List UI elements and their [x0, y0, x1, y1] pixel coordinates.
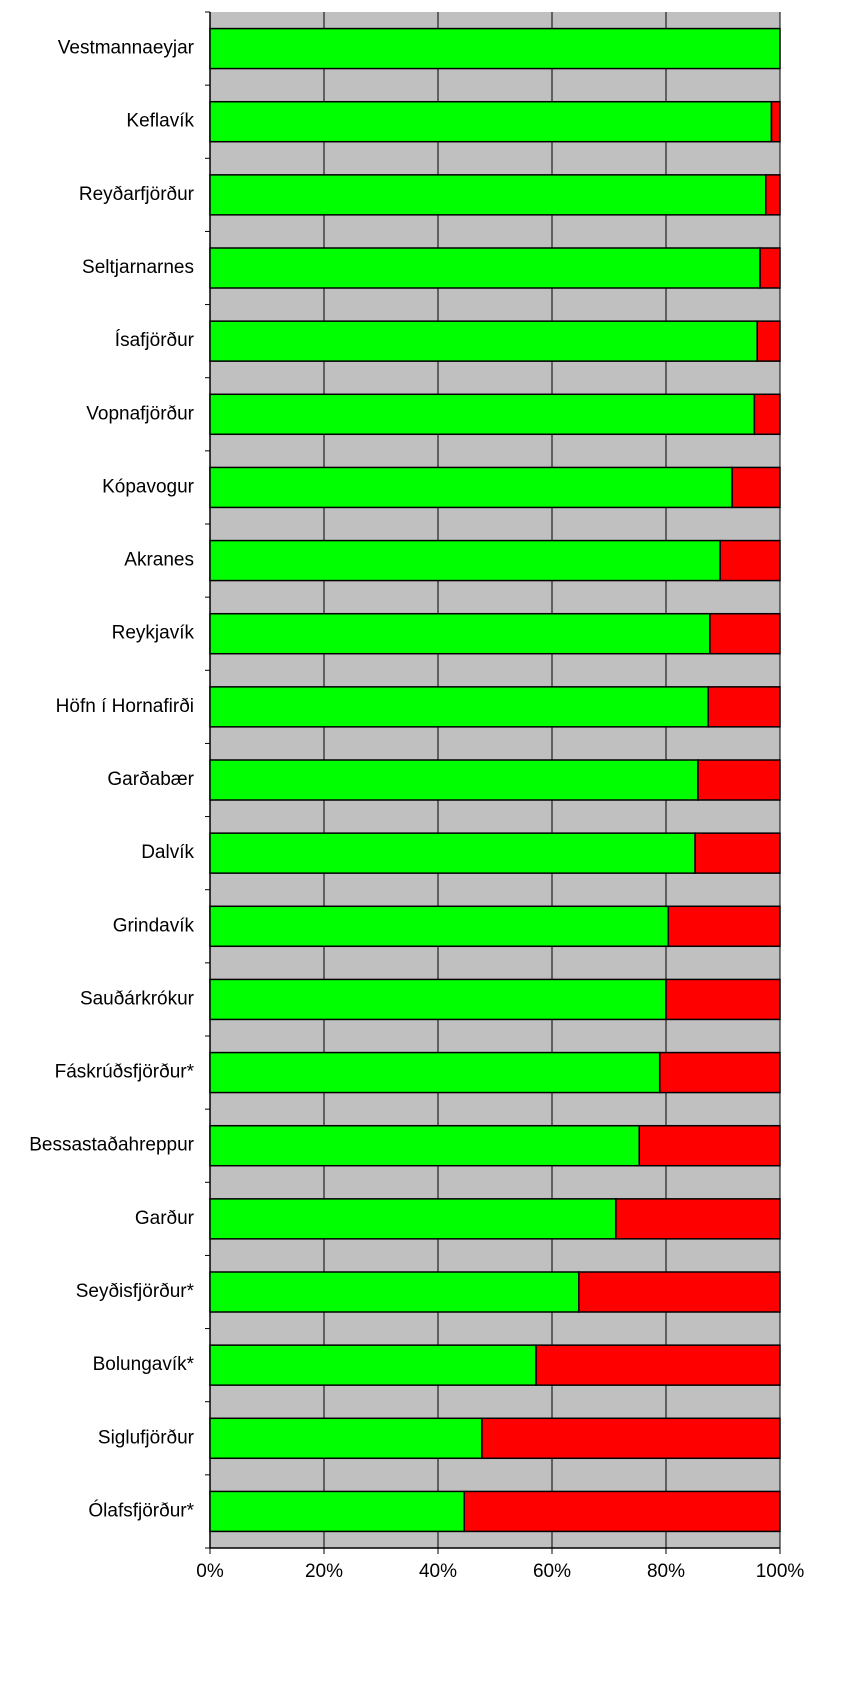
bar-segment: [209, 1344, 537, 1386]
bar-segment: [209, 27, 781, 70]
bar-segment: [209, 1417, 483, 1460]
y-tick-label: Seltjarnarnes: [82, 257, 194, 278]
bar-segment: [667, 905, 781, 948]
y-tick-label: Akranes: [124, 550, 194, 571]
bar-segment: [209, 1271, 580, 1313]
y-tick-label: Keflavík: [126, 111, 194, 132]
bar-segment: [694, 832, 781, 874]
bar-segment: [756, 320, 781, 362]
bar-segment: [209, 466, 733, 509]
bar-segment: [697, 759, 781, 801]
bar-segment: [638, 1124, 781, 1167]
y-tick-label: Sauðárkrókur: [80, 988, 195, 1009]
y-tick-label: Reykjavík: [112, 623, 195, 644]
bar-segment: [665, 978, 781, 1021]
bar-segment: [753, 393, 781, 436]
y-tick-label: Kópavogur: [102, 476, 195, 497]
y-tick-label: Bolungavík*: [93, 1354, 195, 1375]
bar-segment: [209, 686, 709, 728]
x-tick-label: 20%: [305, 1561, 343, 1582]
y-tick-label: Bessastaðahreppur: [29, 1135, 194, 1156]
bar-segment: [707, 686, 781, 728]
bar-segment: [209, 393, 756, 436]
y-tick-label: Garður: [135, 1208, 195, 1229]
y-tick-label: Höfn í Hornafirði: [56, 696, 194, 717]
bar-segment: [209, 539, 721, 582]
bar-segment: [209, 832, 696, 874]
x-tick-label: 40%: [419, 1561, 457, 1582]
y-tick-label: Vopnafjörður: [86, 403, 194, 424]
bar-segment: [209, 1490, 465, 1533]
bar-segment: [209, 1124, 640, 1167]
bar-segment: [765, 174, 781, 216]
x-tick-label: 60%: [533, 1561, 571, 1582]
y-tick-label: Siglufjörður: [98, 1427, 195, 1448]
y-tick-label: Dalvík: [141, 842, 194, 863]
bar-segment: [535, 1344, 781, 1386]
bar-segment: [759, 247, 781, 289]
bar-segment: [209, 612, 711, 655]
y-tick-label: Seyðisfjörður*: [76, 1281, 195, 1302]
x-tick-label: 100%: [756, 1561, 805, 1582]
bar-segment: [731, 466, 781, 509]
y-tick-label: Ísafjörður: [115, 330, 195, 351]
bar-segment: [770, 100, 781, 143]
bar-segment: [709, 612, 781, 655]
bar-segment: [209, 978, 667, 1021]
bar-segment: [615, 1198, 781, 1240]
bar-segment: [463, 1490, 781, 1533]
bar-segment: [481, 1417, 781, 1460]
bar-segment: [719, 539, 781, 582]
bar-segment: [209, 1198, 617, 1240]
bar-segment: [209, 174, 767, 216]
bar-segment: [209, 759, 699, 801]
bar-segment: [209, 905, 670, 948]
bar-segment: [209, 1051, 661, 1094]
y-tick-label: Fáskrúðsfjörður*: [55, 1062, 195, 1083]
bar-segment: [209, 320, 758, 362]
bar-segment: [209, 100, 773, 143]
y-tick-label: Vestmannaeyjar: [58, 38, 195, 59]
bar-segment: [578, 1271, 781, 1313]
y-tick-label: Ólafsfjörður*: [88, 1499, 194, 1521]
y-tick-label: Reyðarfjörður: [79, 184, 195, 205]
bar-segment: [209, 247, 761, 289]
y-tick-label: Grindavík: [113, 915, 195, 936]
y-tick-label: Garðabær: [107, 769, 194, 790]
x-tick-label: 0%: [196, 1561, 224, 1582]
x-tick-label: 80%: [647, 1561, 685, 1582]
bar-segment: [658, 1051, 781, 1094]
